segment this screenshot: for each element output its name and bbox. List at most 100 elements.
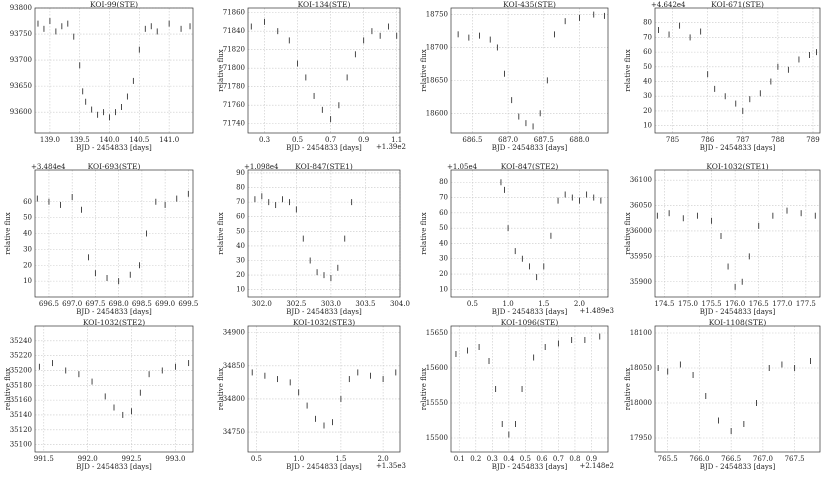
plot-frame	[34, 7, 194, 134]
y-axis-label: relative flux	[4, 212, 12, 254]
y-tick-label: 50	[643, 63, 652, 71]
y-axis-label: relative flux	[217, 212, 225, 254]
panel-title: KOI-134(STE)	[298, 0, 351, 9]
y-tick-label: 90	[236, 169, 245, 177]
x-tick-label: 0.5	[251, 455, 262, 463]
y-tick-label: 80	[439, 178, 448, 186]
x-tick-label: 785	[666, 136, 679, 144]
x-tick-label: 766.5	[721, 455, 741, 463]
x-tick-label: 141.0	[159, 136, 179, 144]
x-tick-label: 1.5	[538, 300, 549, 308]
x-tick-label: 699.0	[155, 300, 175, 308]
plot-frame	[247, 7, 401, 134]
x-tick-label: 0.1	[454, 455, 465, 463]
panel: 10 20 30 40 50 60 70 80 90 302.0 302.5 303.0 303.5 30…	[217, 162, 410, 316]
y-tick-label: 93750	[10, 30, 32, 38]
x-tick-label: 787	[736, 136, 749, 144]
x-tick-label: 696.5	[39, 300, 59, 308]
x-tick-label: 304.0	[390, 300, 410, 308]
x-axis-label: BJD - 2454833 [days]	[76, 463, 152, 471]
y-offset-label: +1.05e4	[447, 163, 478, 171]
panel-title: KOI-1032(STE1)	[706, 162, 768, 171]
y-tick-label: 60	[236, 213, 245, 221]
x-tick-label: 176.0	[725, 300, 745, 308]
y-tick-label: 50	[23, 214, 32, 222]
panel-title: KOI-435(STE)	[503, 0, 556, 9]
x-tick-label: 0.7	[325, 136, 336, 144]
panel: 15500 15550 15600 15650 0.1 0.2 0.3 0.4 0.5 0.6 0.…	[420, 318, 614, 471]
x-axis-label: BJD - 2454833 [days]	[492, 308, 568, 316]
x-tick-label: 766.0	[689, 455, 709, 463]
y-tick-label: 93800	[10, 4, 32, 12]
y-tick-label: 18600	[426, 109, 448, 117]
panel-title: KOI-1032(STE3)	[293, 318, 355, 327]
x-tick-label: 139.5	[70, 136, 90, 144]
x-axis-label: BJD - 2454833 [days]	[76, 308, 152, 316]
y-tick-label: 35220	[10, 352, 32, 360]
x-tick-label: 698.0	[109, 300, 129, 308]
x-tick-label: 698.5	[132, 300, 152, 308]
x-tick-label: 140.0	[100, 136, 120, 144]
x-tick-label: 176.5	[749, 300, 769, 308]
y-tick-label: 35200	[10, 366, 32, 374]
x-tick-label: 0.5	[467, 300, 478, 308]
plot-frame	[654, 7, 821, 134]
x-axis-label: BJD - 2454833 [days]	[286, 463, 362, 471]
panel: 93600 93650 93700 93750 93800 139.0 139.5 140.0…	[10, 0, 194, 152]
y-tick-label: 36050	[630, 202, 652, 210]
x-tick-label: 765.5	[658, 455, 678, 463]
x-offset-label: +1.39e2	[376, 143, 406, 151]
y-tick-label: 35100	[10, 441, 32, 449]
y-tick-label: 18700	[426, 43, 448, 51]
x-tick-label: 1.0	[503, 300, 514, 308]
y-tick-label: 15500	[426, 434, 448, 442]
x-tick-label: 177.0	[772, 300, 792, 308]
x-tick-label: 688.0	[569, 136, 589, 144]
plot-frame	[654, 169, 821, 298]
y-tick-label: 30	[23, 245, 32, 253]
x-tick-label: 0.6	[536, 455, 548, 463]
y-tick-label: 35240	[10, 337, 32, 345]
y-tick-label: 40	[439, 239, 448, 247]
y-tick-label: 35160	[10, 396, 32, 404]
x-tick-label: 699.5	[178, 300, 198, 308]
y-tick-label: 10	[643, 122, 652, 130]
panel-title: KOI-1108(STE)	[709, 318, 767, 327]
y-offset-label: +3.484e4	[31, 163, 66, 171]
y-tick-label: 15550	[426, 399, 448, 407]
x-tick-label: 687.0	[498, 136, 518, 144]
x-tick-label: 2.0	[574, 300, 585, 308]
y-tick-label: 71780	[223, 83, 245, 91]
x-tick-label: 697.5	[85, 300, 105, 308]
x-tick-label: 697.0	[62, 300, 82, 308]
y-tick-label: 60	[23, 198, 32, 206]
y-tick-label: 18650	[426, 76, 448, 84]
x-axis-label: BJD - 2454833 [days]	[700, 144, 776, 152]
x-tick-label: 140.5	[129, 136, 149, 144]
y-tick-label: 70	[439, 194, 448, 202]
y-tick-label: 34900	[223, 329, 245, 337]
y-tick-label: 18750	[426, 11, 448, 19]
x-tick-label: 992.0	[78, 455, 98, 463]
x-tick-label: 302.5	[286, 300, 306, 308]
x-tick-label: 0.5	[520, 455, 531, 463]
x-tick-label: 303.0	[321, 300, 341, 308]
panel-title: KOI-847(STE1)	[295, 162, 353, 171]
x-offset-label: +2.148e2	[579, 462, 614, 470]
plot-frame	[450, 7, 609, 134]
x-tick-label: 789	[806, 136, 819, 144]
x-axis-label: BJD - 2454833 [days]	[492, 463, 568, 471]
y-tick-label: 40	[236, 242, 245, 250]
x-tick-label: 992.5	[122, 455, 142, 463]
plot-frame	[247, 325, 401, 453]
x-tick-label: 686.5	[462, 136, 482, 144]
x-tick-label: 175.0	[678, 300, 698, 308]
y-tick-label: 71760	[223, 101, 245, 109]
x-axis-label: BJD - 2454833 [days]	[700, 463, 776, 471]
x-tick-label: 175.5	[702, 300, 722, 308]
x-tick-label: 0.3	[487, 455, 498, 463]
x-tick-label: 991.5	[34, 455, 54, 463]
y-tick-label: 18000	[630, 399, 652, 407]
panel: 35900 35950 36000 36050 36100 174.5 175.0 175.5…	[624, 162, 821, 316]
y-tick-label: 30	[236, 257, 245, 265]
